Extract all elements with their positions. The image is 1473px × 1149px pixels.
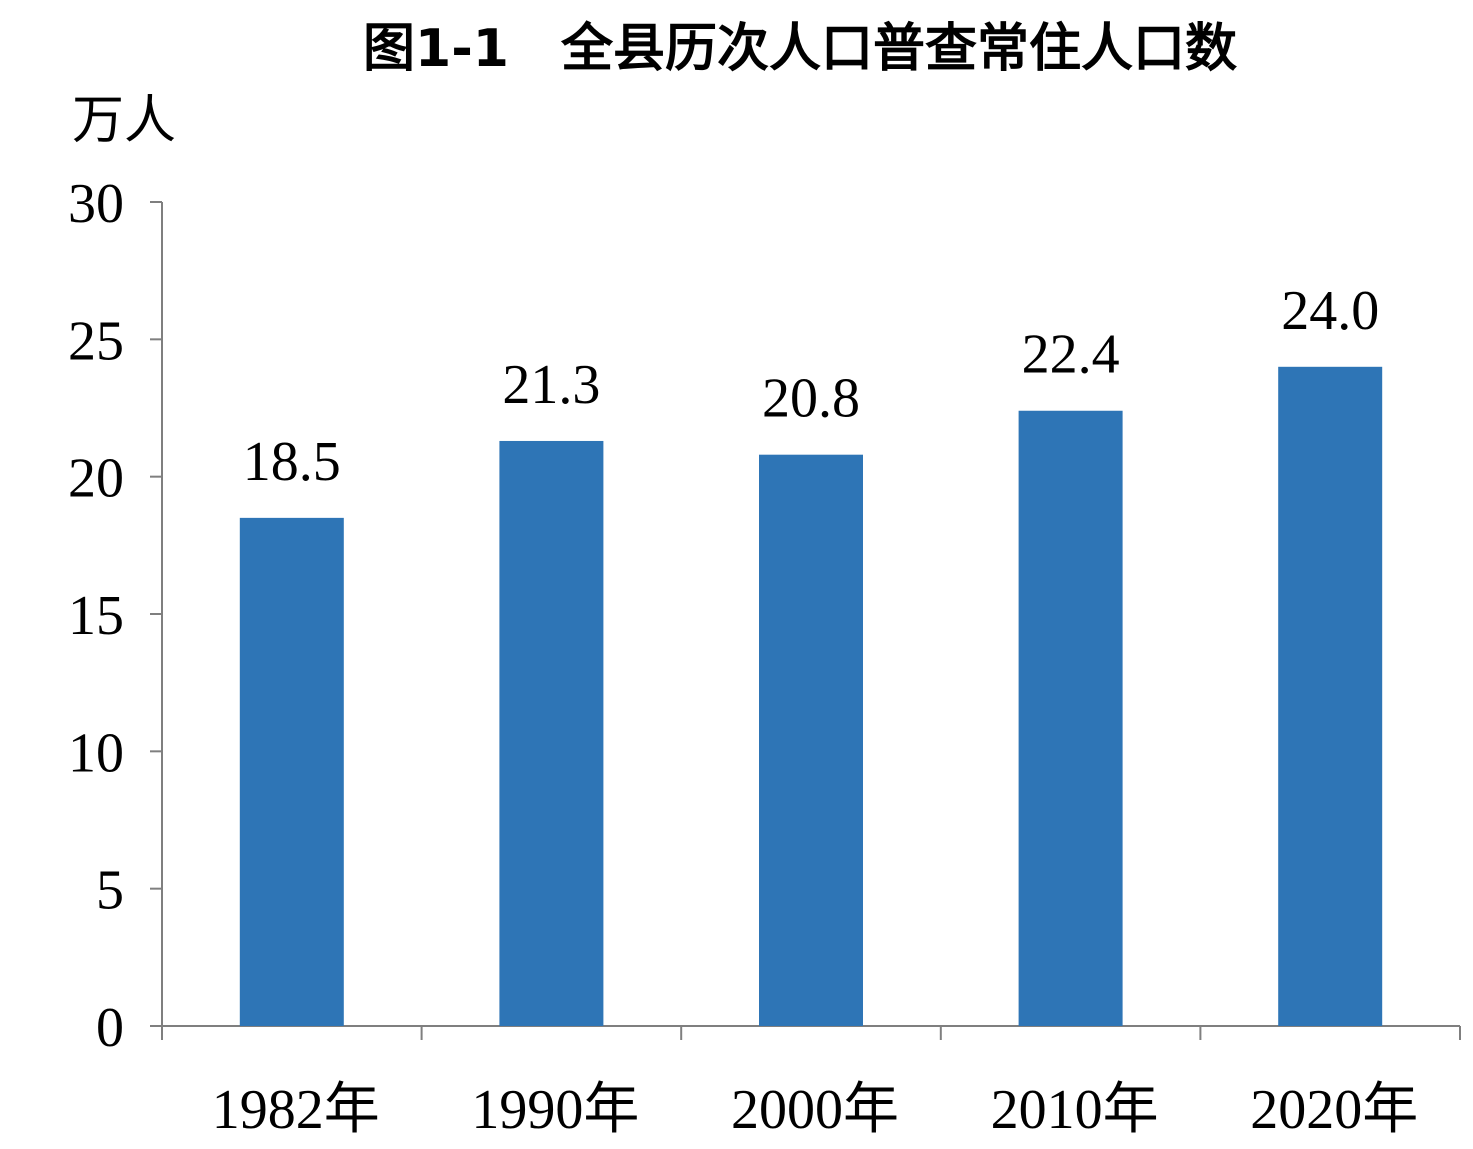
data-labels: 18.5 1982年 21.3 1990年 20.8 2000年 22.4 2010年 24.0… [212,280,1418,1141]
bar [1018,410,1123,1026]
bar-value-label: 20.8 [762,368,860,430]
y-tick-label: 0 [96,997,124,1059]
bar-series [239,366,1383,1027]
y-tick-label: 5 [96,860,124,922]
bar-value-label: 22.4 [1022,324,1120,386]
y-tick-label: 30 [68,173,124,235]
bar [239,517,344,1026]
y-axis-unit-label: 万人 [72,91,177,151]
bar-value-label: 24.0 [1281,280,1379,342]
x-category-label: 2000年 [731,1079,899,1141]
x-category-label: 2020年 [1250,1079,1418,1141]
y-tick-label: 20 [68,448,124,510]
y-tick-label: 10 [68,722,124,784]
x-category-label: 2010年 [991,1079,1159,1141]
chart-axes: 0 5 10 15 20 25 30 [68,173,1461,1059]
y-tick-label: 15 [68,585,124,647]
x-category-label: 1982年 [212,1079,380,1141]
bar [1278,366,1383,1026]
x-category-label: 1990年 [471,1079,639,1141]
bar [759,454,863,1026]
y-tick-label: 25 [68,310,124,372]
chart-title: 图1-1 全县历次人口普查常住人口数 [363,19,1237,79]
bar-value-label: 21.3 [502,354,600,416]
bar-value-label: 18.5 [243,431,341,493]
bar [499,440,604,1027]
